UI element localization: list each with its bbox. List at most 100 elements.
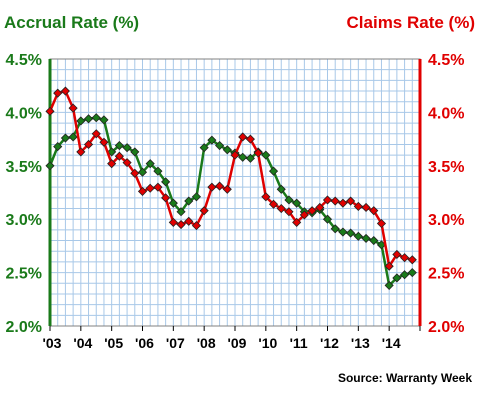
accrual-point [268,166,279,176]
claims-point [392,249,402,260]
accrual-point [176,207,186,217]
claims-point [315,202,325,213]
accrual-point [245,153,255,163]
accrual-point [353,231,363,241]
claims-point [407,255,417,265]
accrual-point [215,140,225,151]
accrual-point [99,115,109,125]
series-layer [45,86,417,290]
left-tick-label: 4.0% [6,105,42,122]
claims-point [322,195,333,205]
claims-point [53,88,63,98]
x-tick-label: '06 [135,335,154,351]
accrual-point [284,195,294,205]
claims-point [276,203,286,214]
accrual-point [107,147,117,157]
accrual-point [407,268,417,278]
claims-point [268,199,279,209]
claims-point [68,103,78,113]
accrual-point [191,192,202,202]
claims-point [361,202,371,213]
x-tick-label: '04 [73,335,92,351]
accrual-point [276,184,286,194]
claims-point [230,150,240,160]
claims-point [168,217,178,227]
accrual-point [122,143,132,153]
claims-point [107,159,117,169]
claims-point [222,184,232,194]
claims-series [45,86,417,271]
x-tick-label: '11 [290,335,308,351]
grid-lines [49,58,421,327]
x-tick-label: '03 [43,335,62,351]
accrual-point [168,198,178,208]
x-tick-label: '08 [197,335,216,351]
accrual-point [261,150,271,160]
right-axis-title: Claims Rate (%) [347,13,475,32]
claims-point [369,206,379,216]
claims-point [76,147,86,157]
right-tick-labels: 2.0% 2.5% 3.0% 3.5% 4.0% 4.5% [428,52,464,336]
accrual-point [68,132,78,142]
accrual-point [361,233,371,243]
claims-point [307,206,317,216]
accrual-point [392,273,402,283]
accrual-point [137,167,148,177]
claims-point [384,261,394,271]
left-axis-title: Accrual Rate (%) [4,13,139,32]
accrual-point [91,113,101,123]
x-tick-label: '10 [258,335,277,351]
accrual-point [76,116,86,126]
accrual-point [292,198,302,208]
claims-point [284,207,294,217]
x-tick-label: '13 [351,335,370,351]
left-tick-label: 3.0% [6,212,42,229]
claims-point [238,132,248,142]
claims-point [215,181,225,191]
left-tick-label: 4.5% [6,52,42,69]
claims-point [145,183,155,193]
claims-point [130,168,140,178]
accrual-point [60,133,70,143]
claims-point [191,221,202,231]
x-tick-labels: '03 '04 '05 '06 '07 '08 '09 '10 '11 '12 '13 '14 [43,335,401,351]
left-tick-labels: 2.0% 2.5% 3.0% 3.5% 4.0% 4.5% [6,52,42,336]
claims-point [261,192,271,202]
claims-point [199,206,209,216]
right-tick-label: 3.5% [428,159,464,176]
left-tick-label: 2.0% [6,319,42,336]
claims-point [400,253,410,263]
source-note: Source: Warranty Week [338,371,472,385]
claims-point [184,216,194,226]
accrual-point [222,145,232,155]
accrual-point [346,228,356,238]
accrual-point [161,177,171,187]
claims-point [137,186,148,196]
claims-point [299,210,309,220]
accrual-point [184,196,194,206]
axes [48,58,422,331]
claims-point [60,86,70,96]
x-tick-label: '14 [382,335,401,351]
claims-point [176,219,186,230]
accrual-point [53,142,63,152]
accrual-point [338,227,348,237]
right-tick-label: 4.0% [428,105,464,122]
claims-point [122,158,132,168]
accrual-point [45,161,55,171]
accrual-point [330,224,340,234]
x-tick-label: '12 [320,335,339,351]
accrual-point [153,166,163,176]
claims-point [161,193,171,203]
accrual-point [83,114,94,124]
accrual-point [238,152,248,162]
accrual-point [199,143,209,153]
claims-point [99,137,109,147]
claims-point [245,134,255,144]
left-tick-label: 2.5% [6,266,42,283]
right-tick-label: 2.5% [428,266,464,283]
claims-point [353,201,363,211]
accrual-point [322,214,333,224]
claims-point [292,217,302,227]
accrual-series [45,113,417,290]
